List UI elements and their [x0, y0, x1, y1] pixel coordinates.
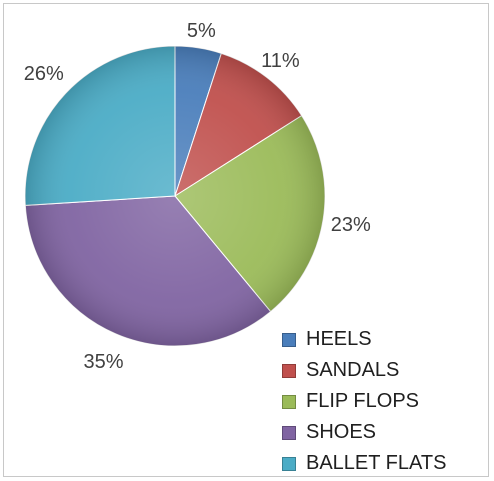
data-label-flip-flops: 23%	[331, 214, 371, 236]
legend-item-heels: HEELS	[282, 324, 446, 355]
legend-label: BALLET FLATS	[306, 452, 447, 474]
legend: HEELS SANDALS FLIP FLOPS SHOES BALLET FLATS	[282, 324, 446, 479]
legend-item-sandals: SANDALS	[282, 355, 446, 386]
legend-item-ballet-flats: BALLET FLATS	[282, 448, 446, 479]
data-label-sandals: 11%	[261, 50, 300, 72]
legend-label: HEELS	[306, 328, 372, 350]
data-label-ballet-flats: 26%	[24, 63, 64, 85]
data-label-shoes: 35%	[83, 351, 123, 373]
legend-swatch	[282, 394, 296, 409]
legend-swatch	[282, 456, 296, 471]
legend-label: SHOES	[306, 421, 377, 443]
legend-item-shoes: SHOES	[282, 417, 446, 448]
legend-swatch	[282, 332, 296, 347]
legend-label: FLIP FLOPS	[306, 390, 420, 412]
legend-item-flip-flops: FLIP FLOPS	[282, 386, 446, 417]
data-label-heels: 5%	[187, 20, 216, 42]
legend-swatch	[282, 425, 296, 440]
legend-label: SANDALS	[306, 359, 400, 381]
legend-swatch	[282, 363, 296, 378]
